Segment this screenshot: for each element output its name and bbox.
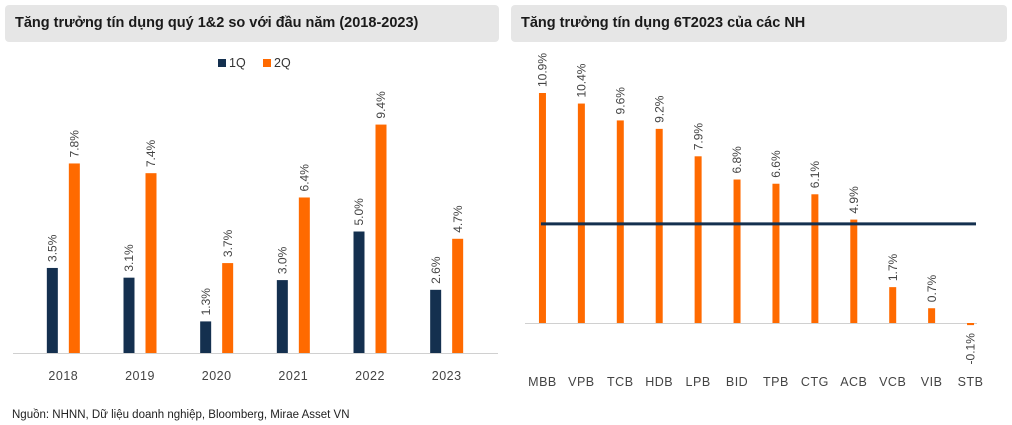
x-tick-HDB: HDB xyxy=(645,375,673,389)
x-tick-ACB: ACB xyxy=(840,375,867,389)
x-tick-2019: 2019 xyxy=(125,369,155,383)
data-label-ACB: 4.9% xyxy=(847,186,861,214)
data-label-HDB: 9.2% xyxy=(652,95,666,123)
bar-2q-2018 xyxy=(68,163,80,353)
x-tick-STB: STB xyxy=(958,375,984,389)
bar-MBB xyxy=(538,93,546,323)
bar-2q-2023 xyxy=(452,238,464,353)
x-tick-VPB: VPB xyxy=(568,375,595,389)
data-label-1q-2023: 2.6% xyxy=(429,256,443,284)
data-label-1q-2021: 3.0% xyxy=(276,246,290,274)
bar-1q-2022 xyxy=(353,231,365,353)
bar-HDB xyxy=(655,128,663,323)
data-label-2q-2019: 7.4% xyxy=(144,139,158,167)
x-tick-2023: 2023 xyxy=(432,369,462,383)
bar-TCB xyxy=(616,120,624,324)
data-label-VPB: 10.4% xyxy=(575,63,589,97)
bar-1q-2018 xyxy=(46,267,58,353)
data-label-1q-2022: 5.0% xyxy=(352,198,366,226)
data-label-BID: 6.8% xyxy=(730,146,744,174)
data-label-2q-2021: 6.4% xyxy=(298,164,312,192)
bar-ACB xyxy=(850,219,858,323)
data-label-VIB: 0.7% xyxy=(925,275,939,303)
legend-swatch-1q xyxy=(218,59,226,67)
right-chart-title: Tăng trưởng tín dụng 6T2023 của các NH xyxy=(511,5,1007,42)
data-label-LPB: 7.9% xyxy=(691,123,705,151)
data-label-2q-2020: 3.7% xyxy=(221,229,235,257)
data-label-2q-2018: 7.8% xyxy=(68,130,82,158)
bar-2q-2019 xyxy=(145,173,157,353)
bar-VIB xyxy=(928,308,936,323)
bar-2q-2021 xyxy=(298,197,310,353)
bar-VCB xyxy=(889,287,897,323)
legend-label-1q: 1Q xyxy=(229,56,246,70)
legend-swatch-2q xyxy=(263,59,271,67)
bar-1q-2020 xyxy=(200,321,212,353)
data-label-TPB: 6.6% xyxy=(769,150,783,178)
bar-BID xyxy=(733,179,741,323)
left-chart-title: Tăng trưởng tín dụng quý 1&2 so với đầu … xyxy=(5,5,499,42)
legend-label-2q: 2Q xyxy=(274,56,291,70)
data-label-MBB: 10.9% xyxy=(536,53,550,87)
data-label-CTG: 6.1% xyxy=(808,161,822,189)
data-label-1q-2019: 3.1% xyxy=(122,244,136,272)
data-label-STB: -0.1% xyxy=(964,333,978,365)
x-tick-LPB: LPB xyxy=(686,375,711,389)
bar-TPB xyxy=(772,183,780,323)
x-tick-2021: 2021 xyxy=(278,369,308,383)
bar-1q-2019 xyxy=(123,277,135,353)
data-label-1q-2020: 1.3% xyxy=(199,288,213,316)
x-tick-2022: 2022 xyxy=(355,369,385,383)
data-label-VCB: 1.7% xyxy=(886,253,900,281)
x-tick-MBB: MBB xyxy=(528,375,557,389)
bar-1q-2021 xyxy=(276,280,288,353)
x-tick-CTG: CTG xyxy=(801,375,829,389)
bar-VPB xyxy=(577,103,585,323)
x-tick-2020: 2020 xyxy=(202,369,232,383)
x-tick-2018: 2018 xyxy=(48,369,78,383)
bar-1q-2023 xyxy=(430,289,442,353)
source-note: Nguồn: NHNN, Dữ liệu doanh nghiệp, Bloom… xyxy=(12,409,350,421)
x-tick-BID: BID xyxy=(726,375,748,389)
data-label-TCB: 9.6% xyxy=(613,87,627,115)
data-label-2q-2023: 4.7% xyxy=(451,205,465,233)
bar-2q-2022 xyxy=(375,124,387,353)
x-tick-VIB: VIB xyxy=(921,375,943,389)
x-tick-TCB: TCB xyxy=(607,375,634,389)
bar-STB xyxy=(967,323,975,326)
bar-2q-2020 xyxy=(222,263,234,353)
x-tick-VCB: VCB xyxy=(879,375,906,389)
bar-CTG xyxy=(811,194,819,323)
data-label-2q-2022: 9.4% xyxy=(374,91,388,119)
data-label-1q-2018: 3.5% xyxy=(46,234,60,262)
x-tick-TPB: TPB xyxy=(763,375,789,389)
bar-LPB xyxy=(694,156,702,323)
